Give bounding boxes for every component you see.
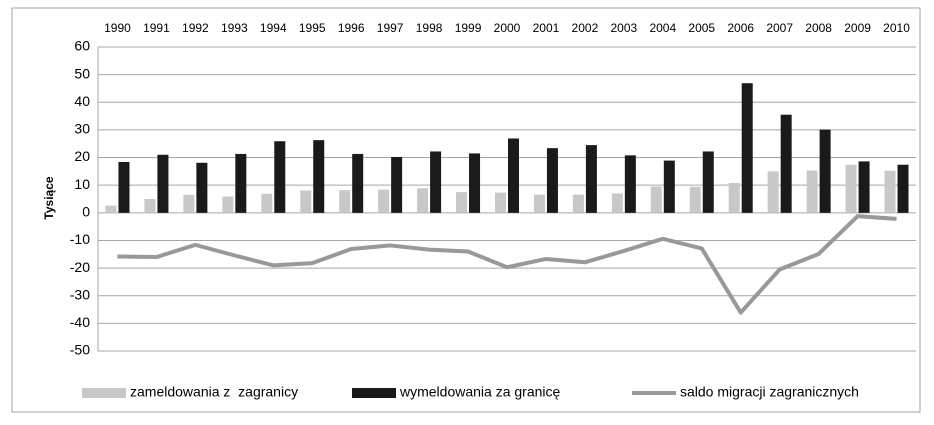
bar — [118, 161, 130, 213]
legend-label: zameldowania z zagranicy — [130, 384, 298, 400]
y-tick-label: 60 — [74, 38, 90, 54]
x-tick-label: 2003 — [611, 21, 638, 35]
x-tick-label: 2009 — [844, 21, 871, 35]
bar — [546, 148, 558, 213]
bar — [624, 155, 636, 213]
x-tick-label: 1996 — [338, 21, 365, 35]
x-tick-label: 1990 — [104, 21, 131, 35]
y-tick-label: 50 — [74, 65, 90, 81]
bar — [702, 151, 714, 213]
bar — [183, 194, 195, 213]
x-tick-label: 1992 — [182, 21, 209, 35]
bar — [663, 160, 675, 213]
bar — [144, 199, 156, 213]
x-tick-label: 1994 — [260, 21, 287, 35]
bar — [456, 192, 468, 213]
bar — [806, 170, 818, 213]
line — [117, 214, 897, 315]
x-tick-label: 2007 — [766, 21, 793, 35]
bar — [819, 129, 831, 213]
bar — [105, 205, 117, 213]
x-tick-label: 2004 — [649, 21, 676, 35]
y-axis-label: Tysiące — [42, 176, 56, 219]
bar — [300, 190, 312, 213]
x-tick-label: 1995 — [299, 21, 326, 35]
x-tick-label: 2006 — [727, 21, 754, 35]
bar — [222, 196, 234, 213]
bar — [378, 189, 390, 213]
bar — [274, 141, 286, 213]
legend-label: wymeldowania za granicę — [399, 384, 561, 400]
bar — [339, 190, 351, 213]
bar — [508, 138, 519, 213]
y-tick-label: 20 — [74, 148, 90, 164]
legend-swatch — [82, 388, 126, 398]
bar — [261, 193, 273, 213]
bar — [728, 182, 740, 213]
x-tick-label: 1991 — [143, 21, 170, 35]
y-tick-label: -30 — [70, 286, 90, 302]
bar — [157, 154, 169, 213]
bar — [611, 193, 623, 213]
x-tick-label: 2005 — [688, 21, 715, 35]
bar — [313, 140, 325, 213]
bar — [235, 153, 247, 213]
bar — [196, 162, 208, 213]
x-tick-label: 1999 — [455, 21, 482, 35]
bar — [469, 153, 481, 213]
x-tick-label: 2002 — [572, 21, 599, 35]
bar — [572, 194, 584, 213]
y-tick-label: 30 — [74, 121, 90, 137]
chart-border — [11, 7, 921, 413]
bar — [495, 192, 506, 213]
bar — [689, 186, 701, 213]
x-tick-label: 2010 — [883, 21, 910, 35]
legend-label: saldo migracji zagranicznych — [680, 384, 859, 400]
bar — [430, 151, 442, 213]
legend-swatch — [352, 388, 396, 398]
bar — [884, 170, 896, 213]
bar — [391, 156, 403, 213]
bar — [585, 145, 597, 213]
x-tick-label: 2000 — [494, 21, 521, 35]
x-tick-label: 2008 — [805, 21, 832, 35]
y-tick-label: 0 — [82, 204, 90, 220]
bar — [650, 186, 662, 213]
x-tick-label: 1993 — [221, 21, 248, 35]
y-tick-label: 10 — [74, 176, 90, 192]
y-tick-label: 40 — [74, 93, 90, 109]
bar — [780, 114, 792, 213]
bar — [417, 188, 429, 213]
x-tick-label: 1998 — [416, 21, 443, 35]
bar — [533, 194, 545, 213]
y-tick-label: -20 — [70, 259, 90, 275]
bar — [845, 164, 857, 213]
bar — [897, 164, 909, 213]
bar — [767, 171, 779, 213]
bar — [858, 161, 870, 213]
x-tick-label: 1997 — [377, 21, 404, 35]
x-tick-label: 2001 — [533, 21, 560, 35]
y-tick-label: -40 — [70, 314, 90, 330]
y-tick-label: -10 — [70, 231, 90, 247]
bar — [352, 153, 364, 213]
y-tick-label: -50 — [70, 342, 90, 358]
bar — [741, 83, 753, 213]
